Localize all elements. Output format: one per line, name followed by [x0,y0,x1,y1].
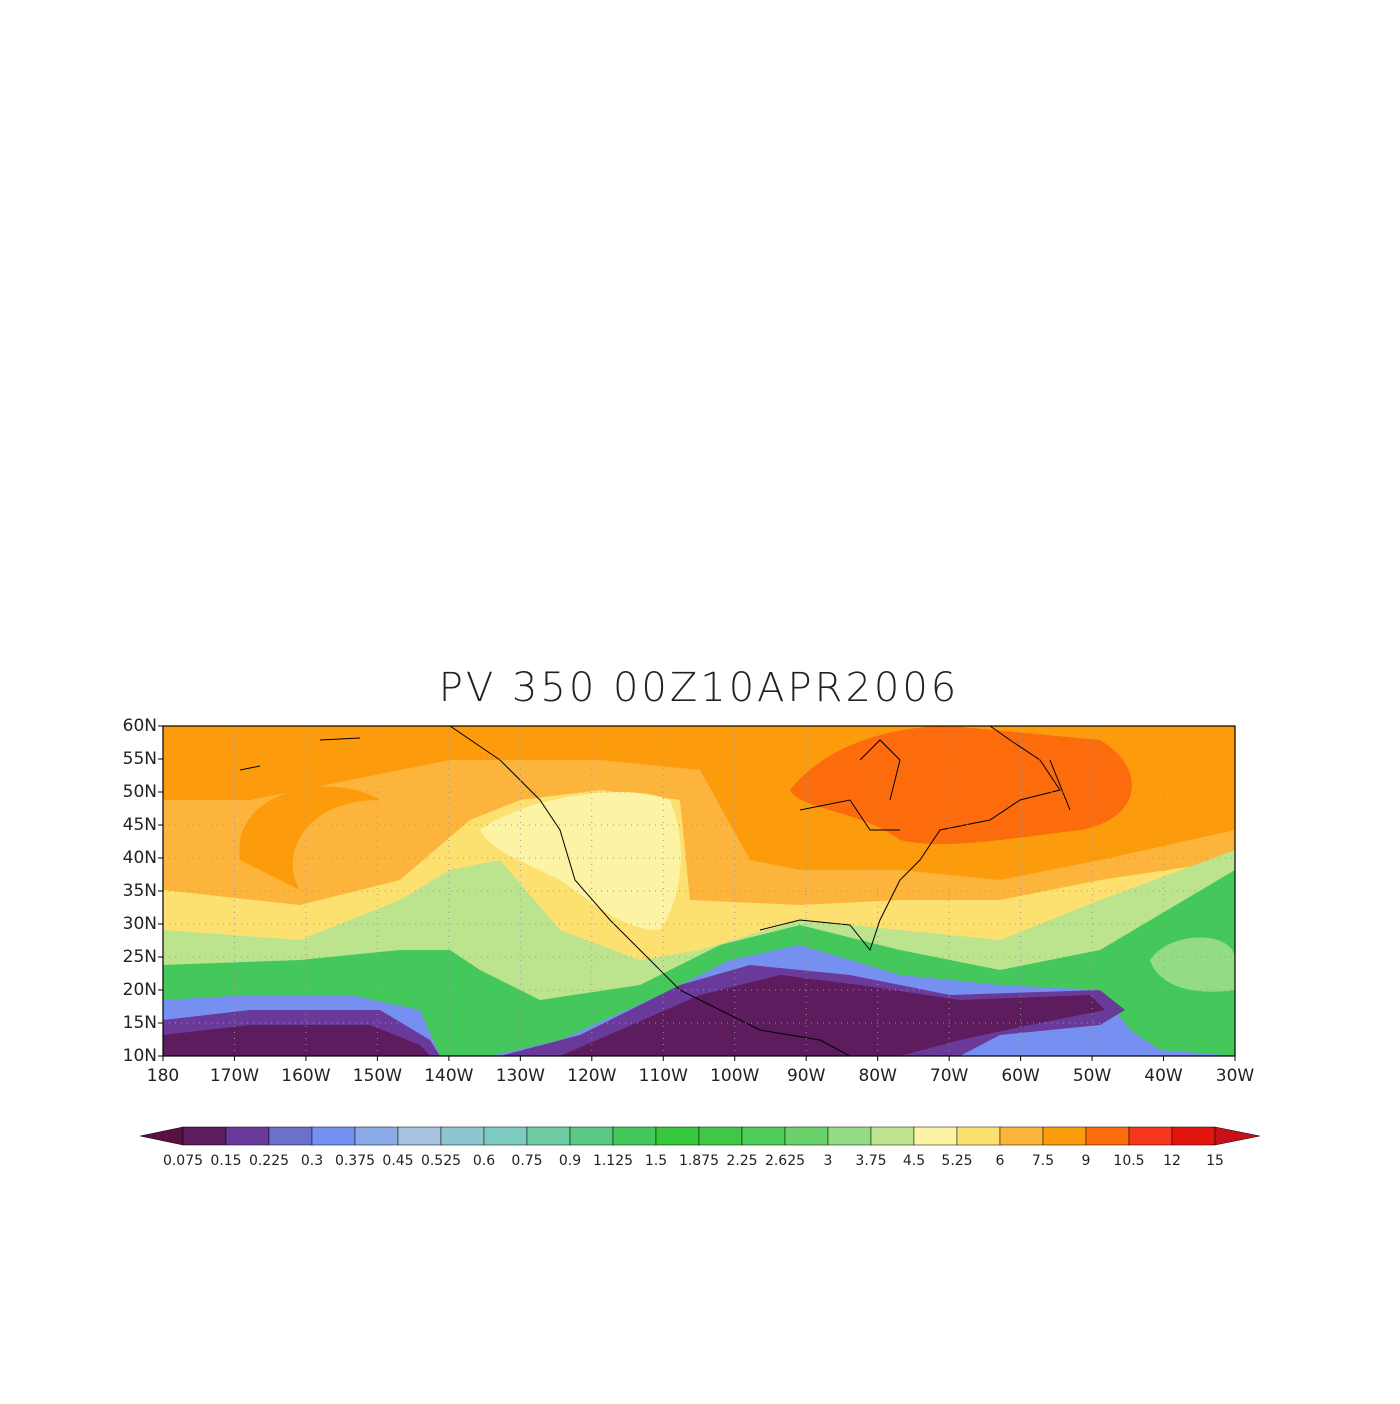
lat-label: 10N [123,1046,157,1066]
lat-label: 35N [123,881,157,901]
lon-label: 180 [147,1066,179,1086]
lon-label: 50W [1073,1066,1112,1086]
colorbar-arrow [1214,1126,1261,1146]
lon-label: 140W [424,1066,473,1086]
colorbar-label: 0.45 [382,1153,413,1169]
lon-label: 130W [496,1066,545,1086]
colorbar-label: 7.5 [1032,1153,1054,1169]
colorbar-box [311,1126,356,1146]
lon-label: 90W [787,1066,826,1086]
lat-label: 55N [123,749,157,769]
colorbar-label: 0.6 [473,1153,495,1169]
colorbar-box [741,1126,786,1146]
colorbar-label: 9 [1082,1153,1091,1169]
colorbar-box [354,1126,399,1146]
lon-label: 100W [710,1066,759,1086]
colorbar-box [827,1126,872,1146]
colorbar-box [182,1126,227,1146]
colorbar-arrow [139,1126,184,1146]
colorbar-box [956,1126,1001,1146]
colorbar-label: 3.75 [855,1153,886,1169]
colorbar-box [784,1126,829,1146]
colorbar-box [440,1126,485,1146]
lon-label: 70W [930,1066,969,1086]
lon-label: 170W [210,1066,259,1086]
colorbar-label: 2.25 [726,1153,757,1169]
colorbar-label: 0.3 [301,1153,323,1169]
colorbar-box [397,1126,442,1146]
colorbar-label: 0.525 [421,1153,461,1169]
colorbar-box [1171,1126,1216,1146]
colorbar-label: 0.75 [511,1153,542,1169]
lat-label: 25N [123,947,157,967]
colorbar-label: 0.225 [249,1153,289,1169]
lat-label: 15N [123,1013,157,1033]
colorbar-label: 12 [1163,1153,1181,1169]
colorbar-box [225,1126,270,1146]
colorbar-box [1042,1126,1087,1146]
colorbar-box [913,1126,958,1146]
lon-label: 120W [567,1066,616,1086]
lat-label: 20N [123,980,157,1000]
colorbar-box [655,1126,700,1146]
colorbar-label: 2.625 [765,1153,805,1169]
colorbar-box [698,1126,743,1146]
colorbar-label: 1.5 [645,1153,667,1169]
pv-field [163,726,1235,1056]
colorbar-box [999,1126,1044,1146]
title: PV 350 00Z10APR2006 [439,665,960,711]
colorbar-label: 3 [824,1153,833,1169]
lon-label: 150W [353,1066,402,1086]
colorbar-box [483,1126,528,1146]
colorbar-label: 10.5 [1113,1153,1144,1169]
colorbar-box [268,1126,313,1146]
lon-label: 40W [1144,1066,1183,1086]
colorbar-label: 4.5 [903,1153,925,1169]
colorbar-box [526,1126,571,1146]
lat-label: 40N [123,848,157,868]
colorbar-label: 0.075 [163,1153,203,1169]
colorbar-label: 5.25 [941,1153,972,1169]
colorbar-label: 0.15 [210,1153,241,1169]
lon-label: 160W [281,1066,330,1086]
lon-label: 80W [858,1066,897,1086]
colorbar-label: 1.875 [679,1153,719,1169]
lon-label: 60W [1001,1066,1040,1086]
colorbar-box [870,1126,915,1146]
lat-label: 30N [123,914,157,934]
colorbar-label: 1.125 [593,1153,633,1169]
lat-label: 60N [123,716,157,736]
colorbar-box [1128,1126,1173,1146]
colorbar-label: 0.9 [559,1153,581,1169]
lat-label: 50N [123,782,157,802]
lon-label: 30W [1216,1066,1255,1086]
colorbar-label: 15 [1206,1153,1224,1169]
colorbar-box [569,1126,614,1146]
lat-label: 45N [123,815,157,835]
colorbar-box [612,1126,657,1146]
colorbar-label: 0.375 [335,1153,375,1169]
colorbar-box [1085,1126,1130,1146]
colorbar-label: 6 [996,1153,1005,1169]
lon-label: 110W [639,1066,688,1086]
